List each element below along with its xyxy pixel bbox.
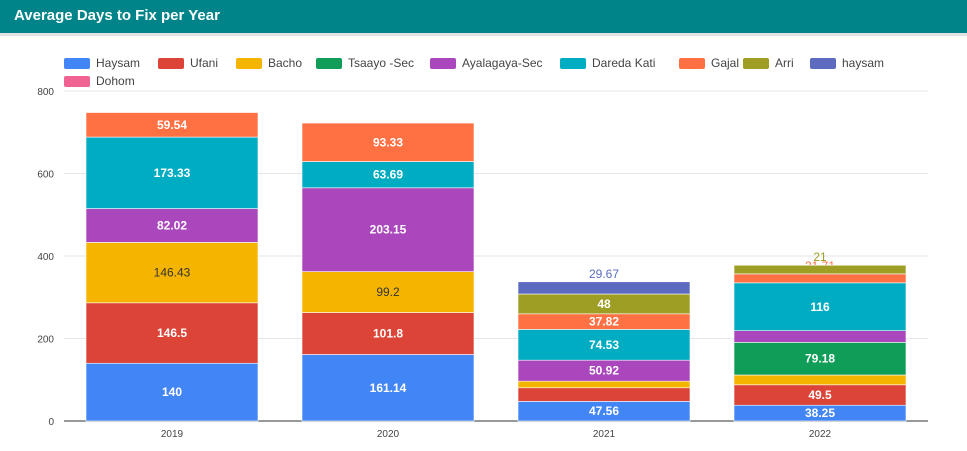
chart-legend: Haysam Ufani Bacho Tsaayo -Sec Ayalagaya-Sec…	[64, 56, 944, 92]
bar-segment-ayalagaya-sec-2019	[85, 208, 259, 243]
data-label: 49.5	[808, 388, 832, 402]
bar-segment-gajal-2019	[85, 112, 259, 138]
legend-item-ayalagaya-sec[interactable]: Ayalagaya-Sec	[430, 56, 543, 70]
y-tick-label: 600	[37, 170, 54, 181]
legend-item-ufani[interactable]: Ufani	[158, 56, 218, 70]
data-label: 140	[162, 385, 182, 399]
legend-item-haysam[interactable]: haysam	[810, 56, 884, 70]
data-label: 29.67	[589, 267, 619, 281]
legend-label: Tsaayo -Sec	[348, 56, 415, 70]
bar-segment-bacho-2022	[733, 374, 907, 386]
legend-swatch	[316, 57, 342, 69]
data-label: 50.92	[589, 364, 619, 378]
data-label: 38.25	[805, 406, 835, 420]
bar-segment-gajal-2020	[301, 122, 475, 162]
x-tick-label: 2019	[161, 429, 184, 440]
legend-item-dohom[interactable]: Dohom	[64, 74, 135, 88]
x-tick-label: 2022	[809, 429, 832, 440]
x-tick-label: 2020	[377, 429, 400, 440]
data-label: 37.82	[589, 315, 619, 329]
legend-label: Ufani	[190, 56, 219, 70]
title-bar: Average Days to Fix per Year	[0, 0, 967, 36]
legend-label: Ayalagaya-Sec	[462, 56, 543, 70]
legend-swatch	[810, 57, 836, 69]
legend-item-tsaayo-sec[interactable]: Tsaayo -Sec	[316, 56, 414, 70]
legend-item-haysam[interactable]: Haysam	[64, 56, 140, 70]
bar-segment-tsaayo-sec-2022	[733, 342, 907, 376]
bar-segment-haysam-2019	[85, 362, 259, 422]
y-tick-label: 400	[37, 252, 54, 263]
legend-label: Arri	[775, 56, 794, 70]
legend-label: Dareda Kati	[592, 56, 656, 70]
legend-label: Haysam	[96, 56, 141, 70]
data-label: 173.33	[154, 166, 191, 180]
y-tick-label: 200	[37, 335, 54, 346]
bar-segment-arri-2022	[733, 264, 907, 275]
bar-segment-ayalagaya-sec-2020	[301, 187, 475, 272]
bar-segment-bacho-2020	[301, 271, 475, 313]
data-label: 93.33	[373, 135, 403, 149]
legend-item-arri[interactable]: Arri	[743, 56, 794, 70]
legend-swatch	[430, 57, 456, 69]
bar-segment-ufani-2019	[85, 302, 259, 364]
legend-label: Bacho	[268, 56, 303, 70]
chart-title: Average Days to Fix per Year	[14, 7, 220, 24]
bar-segment-dareda-kati-2020	[301, 161, 475, 189]
bar-segment-dareda-kati-2019	[85, 136, 259, 209]
legend-swatch	[679, 57, 705, 69]
bar-segment-ufani-2020	[301, 312, 475, 355]
legend-swatch	[64, 57, 90, 69]
data-label: 101.8	[373, 327, 403, 341]
bar-segment-bacho-2021	[517, 380, 691, 389]
data-label: 146.43	[154, 266, 191, 280]
bar-segment-ayalagaya-sec-2022	[733, 330, 907, 343]
data-label: 161.14	[370, 381, 407, 395]
bar-segment-ufani-2021	[517, 387, 691, 402]
legend-label: Gajal	[711, 56, 740, 70]
data-label: 79.18	[805, 352, 835, 366]
data-label: 21	[813, 250, 827, 264]
data-label: 74.53	[589, 338, 619, 352]
data-label: 146.5	[157, 326, 187, 340]
data-label: 48	[597, 297, 611, 311]
data-label: 63.69	[373, 168, 403, 182]
legend-swatch	[743, 57, 769, 69]
legend-label: Dohom	[96, 74, 135, 88]
data-label: 59.54	[157, 118, 187, 132]
data-label: 47.56	[589, 404, 619, 418]
legend-item-gajal[interactable]: Gajal	[679, 56, 739, 70]
y-tick-label: 800	[37, 87, 54, 98]
legend-item-dareda-kati[interactable]: Dareda Kati	[560, 56, 655, 70]
bar-segment-haysam-2021	[517, 281, 691, 295]
legend-item-bacho[interactable]: Bacho	[236, 56, 302, 70]
data-label: 82.02	[157, 218, 187, 232]
legend-label: haysam	[842, 56, 885, 70]
data-label: 203.15	[370, 223, 407, 237]
bar-segment-gajal-2022	[733, 273, 907, 284]
bar-segment-dareda-kati-2022	[733, 282, 907, 331]
bar-segment-haysam-2020	[301, 354, 475, 422]
x-tick-label: 2021	[593, 429, 616, 440]
y-tick-label: 0	[48, 417, 54, 428]
legend-swatch	[64, 75, 90, 87]
bar-segment-bacho-2019	[85, 242, 259, 304]
legend-swatch	[158, 57, 184, 69]
data-label: 99.2	[376, 285, 400, 299]
data-label: 116	[810, 300, 830, 314]
legend-swatch	[560, 57, 586, 69]
legend-swatch	[236, 57, 262, 69]
